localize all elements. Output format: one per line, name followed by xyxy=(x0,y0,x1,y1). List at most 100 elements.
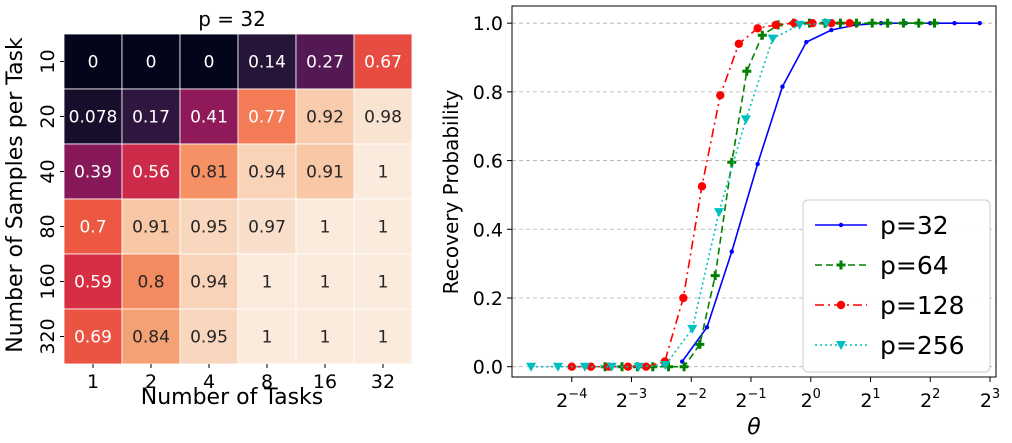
heatmap-cell-label: 0.97 xyxy=(248,218,286,238)
data-point xyxy=(952,20,957,26)
heatmap-cell-label: 0.91 xyxy=(306,163,344,183)
data-point xyxy=(679,362,689,372)
heatmap-cell-label: 1 xyxy=(320,218,331,238)
heatmap-y-tick-label: 80 xyxy=(37,214,59,238)
legend-label: p=32 xyxy=(880,211,949,240)
heatmap-cell-label: 0.98 xyxy=(364,108,402,128)
legend-box xyxy=(802,199,991,373)
series-line xyxy=(605,22,935,368)
heatmap-cell-label: 1 xyxy=(378,163,389,183)
heatmap-x-tick-label: 4 xyxy=(203,371,215,393)
heatmap-cell-label: 0.94 xyxy=(248,163,286,183)
data-point xyxy=(883,18,893,28)
heatmap-cell-label: 0.41 xyxy=(190,108,228,128)
data-point xyxy=(606,362,617,372)
data-point xyxy=(697,182,707,191)
heatmap-cell-label: 0.95 xyxy=(190,328,228,348)
y-tick-label: 0.0 xyxy=(473,357,503,379)
x-tick-label: 23 xyxy=(980,387,1000,412)
heatmap-cell-label: 0.84 xyxy=(132,328,170,348)
x-tick-label: 2−4 xyxy=(556,387,587,412)
data-point xyxy=(898,18,908,28)
heatmap-cell xyxy=(179,198,239,255)
heatmap-cell-label: 0 xyxy=(146,53,157,73)
heatmap-cell xyxy=(237,253,297,310)
heatmap-cell-label: 0.56 xyxy=(132,163,170,183)
y-tick-label: 0.6 xyxy=(473,151,503,173)
heatmap-y-label: Number of Samples per Task xyxy=(3,37,28,353)
data-point xyxy=(660,360,671,370)
legend-label: p=64 xyxy=(880,251,949,280)
x-tick-label: 2−3 xyxy=(616,387,647,412)
heatmap-cell xyxy=(63,253,123,310)
heatmap-cell-label: 0 xyxy=(204,53,215,73)
data-point xyxy=(757,30,767,40)
heatmap-cell-label: 0.078 xyxy=(69,108,118,128)
data-point xyxy=(695,339,705,349)
data-point xyxy=(755,161,760,167)
legend-label: p=256 xyxy=(880,331,965,360)
heatmap-cell-label: 0.7 xyxy=(79,218,106,238)
data-point xyxy=(808,18,817,28)
series-line xyxy=(571,22,850,368)
data-point xyxy=(835,18,845,28)
heatmap-x-tick-label: 32 xyxy=(371,371,395,393)
heatmap-cell xyxy=(179,253,239,310)
heatmap-cell xyxy=(237,143,297,200)
heatmap-x-ticks: 1 2 4 8 16 32 xyxy=(87,364,395,393)
data-point xyxy=(734,39,744,48)
heatmap-cell-label: 0.95 xyxy=(190,218,228,238)
data-point xyxy=(845,18,854,28)
heatmap-y-tick-label: 10 xyxy=(37,49,59,73)
heatmap-cell-label: 0.92 xyxy=(306,108,344,128)
heatmap-cell xyxy=(295,198,355,255)
heatmap-cell xyxy=(237,88,297,145)
heatmap-cell-label: 0.27 xyxy=(306,53,344,73)
heatmap-cell-label: 0.39 xyxy=(74,163,112,183)
line-chart-x-label: θ xyxy=(747,415,761,440)
heatmap-cell xyxy=(353,88,413,145)
heatmap-x-tick-label: 8 xyxy=(261,371,273,393)
y-tick-label: 0.8 xyxy=(473,82,503,104)
y-tick-label: 1.0 xyxy=(473,13,503,35)
heatmap-cell xyxy=(121,33,181,90)
y-tick-label: 0.2 xyxy=(473,288,503,310)
heatmap-cell xyxy=(353,198,413,255)
heatmap-cell-label: 1 xyxy=(378,328,389,348)
heatmap-cell-labels: 0 0 0 0.14 0.27 0.67 0.078 0.17 0.41 0.77 0.92 0.98… xyxy=(69,53,402,348)
heatmap-y-tick-label: 40 xyxy=(37,159,59,183)
heatmap-cell-label: 0.17 xyxy=(132,108,170,128)
heatmap-x-tick-label: 16 xyxy=(313,371,337,393)
data-point xyxy=(780,84,785,89)
data-point xyxy=(929,18,939,28)
data-point xyxy=(753,24,762,33)
data-point xyxy=(836,341,846,350)
data-point xyxy=(767,34,778,44)
heatmap-cell xyxy=(63,308,123,365)
data-point xyxy=(794,20,805,30)
data-point xyxy=(710,271,720,281)
heatmap-cell-label: 1 xyxy=(320,328,331,348)
data-point xyxy=(553,362,564,372)
heatmap-cell xyxy=(237,198,297,255)
heatmap-cell xyxy=(121,143,181,200)
heatmap-cell xyxy=(353,33,413,90)
line-chart-series xyxy=(526,18,982,372)
line-chart-y-label: Recovery Probability xyxy=(439,89,463,294)
heatmap-cell-label: 1 xyxy=(262,328,273,348)
heatmap-cell-label: 0.91 xyxy=(132,218,170,238)
heatmap-y-tick-label: 160 xyxy=(37,263,59,299)
x-tick-label: 21 xyxy=(860,387,880,412)
heatmap-cell-label: 0.59 xyxy=(74,273,112,293)
heatmap-y-tick-label: 20 xyxy=(37,104,59,128)
data-point xyxy=(838,222,844,228)
x-tick-label: 2−1 xyxy=(735,387,766,412)
heatmap-cell-label: 1 xyxy=(320,273,331,293)
series-line xyxy=(531,22,827,368)
heatmap-cell-label: 0.94 xyxy=(190,273,228,293)
x-tick-label: 20 xyxy=(801,387,821,412)
heatmap-cell-label: 1 xyxy=(378,273,389,293)
heatmap-cell xyxy=(295,253,355,310)
heatmap-cell-label: 1 xyxy=(378,218,389,238)
heatmap-cell xyxy=(353,253,413,310)
